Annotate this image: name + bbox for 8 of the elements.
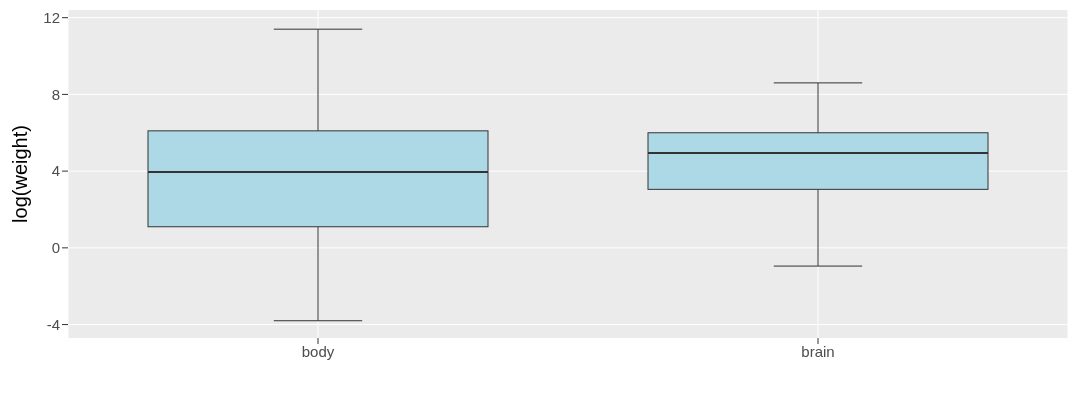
x-tick-label: brain — [801, 342, 835, 360]
y-tick-label: 12 — [43, 9, 60, 26]
x-tick-label: body — [301, 342, 335, 360]
y-tick-label: 8 — [51, 85, 60, 103]
y-tick-label: 4 — [51, 162, 60, 180]
y-tick-label: -4 — [46, 315, 60, 333]
y-axis-title: log(weight) — [9, 125, 32, 223]
y-tick-label: 0 — [51, 239, 60, 257]
